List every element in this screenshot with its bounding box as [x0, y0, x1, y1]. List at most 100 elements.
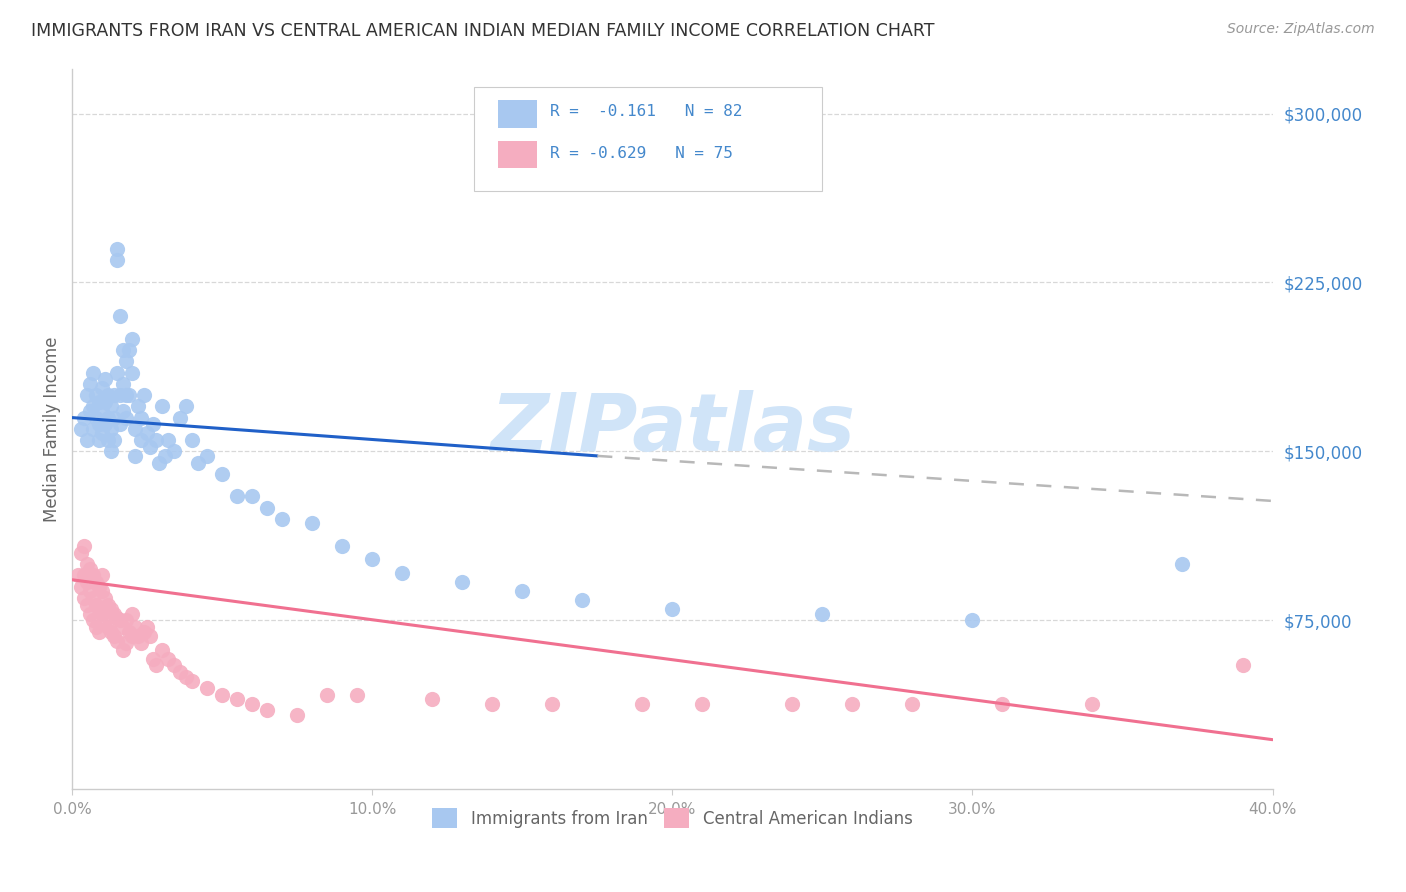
Point — [129, 410, 152, 425]
Point — [481, 697, 503, 711]
Point — [142, 417, 165, 432]
Point — [157, 651, 180, 665]
Point — [139, 440, 162, 454]
Point — [94, 417, 117, 432]
Point — [67, 568, 90, 582]
Point — [121, 607, 143, 621]
Point — [391, 566, 413, 580]
Point — [103, 433, 125, 447]
Point — [240, 490, 263, 504]
Point — [115, 388, 138, 402]
Point — [256, 703, 278, 717]
Point — [195, 681, 218, 695]
Point — [346, 688, 368, 702]
Point — [84, 574, 107, 589]
Point — [115, 613, 138, 627]
Point — [100, 400, 122, 414]
Point — [82, 613, 104, 627]
Point — [901, 697, 924, 711]
Point — [91, 568, 114, 582]
Point — [79, 561, 101, 575]
Point — [97, 433, 120, 447]
Point — [89, 394, 111, 409]
Point — [118, 343, 141, 357]
Point — [112, 404, 135, 418]
Point — [115, 410, 138, 425]
Point — [1232, 658, 1254, 673]
Point — [115, 636, 138, 650]
Point — [841, 697, 863, 711]
Point — [541, 697, 564, 711]
Point — [89, 417, 111, 432]
Point — [512, 584, 534, 599]
Point — [76, 574, 98, 589]
Point — [285, 707, 308, 722]
Point — [145, 658, 167, 673]
Point — [174, 670, 197, 684]
Point — [91, 404, 114, 418]
Point — [121, 332, 143, 346]
Point — [110, 310, 132, 324]
Point — [84, 598, 107, 612]
Point — [139, 629, 162, 643]
Point — [181, 433, 204, 447]
Point — [82, 591, 104, 605]
Point — [105, 252, 128, 267]
Point — [211, 688, 233, 702]
Point — [169, 410, 191, 425]
Point — [1081, 697, 1104, 711]
Point — [962, 613, 984, 627]
Point — [100, 422, 122, 436]
Point — [155, 449, 177, 463]
Point — [94, 394, 117, 409]
Point — [110, 417, 132, 432]
Point — [105, 242, 128, 256]
Point — [181, 674, 204, 689]
Point — [76, 433, 98, 447]
Point — [94, 613, 117, 627]
Point — [84, 620, 107, 634]
Point — [97, 388, 120, 402]
Point — [226, 692, 249, 706]
Point — [195, 449, 218, 463]
Point — [89, 433, 111, 447]
Point — [145, 433, 167, 447]
Y-axis label: Median Family Income: Median Family Income — [44, 336, 60, 522]
Point — [134, 388, 156, 402]
Legend: Immigrants from Iran, Central American Indians: Immigrants from Iran, Central American I… — [426, 801, 920, 835]
Point — [420, 692, 443, 706]
Point — [163, 444, 186, 458]
Point — [1171, 557, 1194, 571]
Text: ZIPatlas: ZIPatlas — [489, 390, 855, 468]
Point — [157, 433, 180, 447]
Point — [361, 552, 384, 566]
Point — [89, 602, 111, 616]
Point — [82, 568, 104, 582]
Point — [134, 624, 156, 639]
Point — [136, 426, 159, 441]
Point — [103, 629, 125, 643]
Point — [240, 697, 263, 711]
Point — [110, 388, 132, 402]
Point — [73, 568, 96, 582]
Point — [150, 642, 173, 657]
Point — [115, 354, 138, 368]
Point — [97, 598, 120, 612]
Point — [136, 620, 159, 634]
FancyBboxPatch shape — [498, 100, 537, 128]
Point — [110, 613, 132, 627]
FancyBboxPatch shape — [498, 141, 537, 168]
Point — [84, 388, 107, 402]
Point — [256, 500, 278, 515]
Point — [692, 697, 714, 711]
Point — [124, 449, 146, 463]
Point — [103, 607, 125, 621]
Point — [150, 400, 173, 414]
Point — [94, 372, 117, 386]
Point — [142, 651, 165, 665]
Point — [105, 611, 128, 625]
Point — [316, 688, 339, 702]
Point — [84, 410, 107, 425]
Point — [76, 598, 98, 612]
Point — [301, 516, 323, 531]
